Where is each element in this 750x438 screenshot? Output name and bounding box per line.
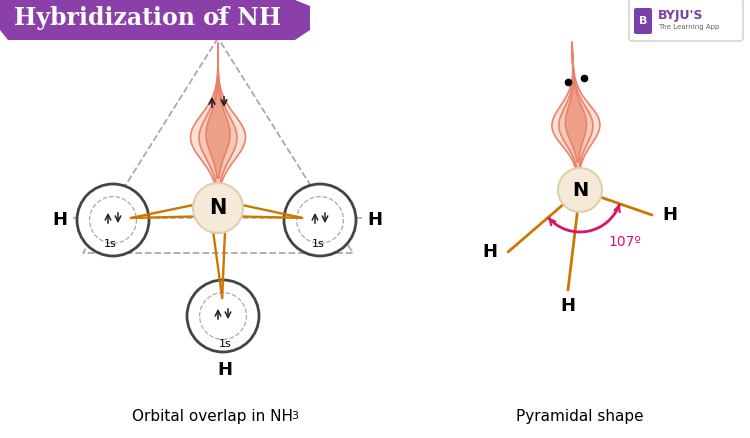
Text: 1s: 1s [312, 239, 324, 249]
Text: BYJU'S: BYJU'S [658, 10, 704, 22]
Text: H: H [53, 211, 68, 229]
Circle shape [187, 280, 259, 352]
Text: H: H [662, 206, 677, 224]
Polygon shape [206, 53, 230, 178]
Text: 1s: 1s [104, 239, 116, 249]
Text: 1s: 1s [219, 339, 231, 349]
Polygon shape [0, 0, 310, 40]
FancyBboxPatch shape [629, 0, 743, 41]
Text: H: H [560, 297, 575, 315]
Text: 107º: 107º [608, 235, 640, 249]
Circle shape [284, 184, 356, 256]
Text: N: N [209, 198, 226, 218]
Text: H: H [368, 211, 382, 229]
Polygon shape [566, 52, 586, 162]
Text: 3: 3 [216, 9, 226, 23]
Text: N: N [572, 180, 588, 199]
Polygon shape [199, 48, 237, 186]
Text: B: B [639, 16, 647, 26]
Text: H: H [482, 243, 497, 261]
Polygon shape [559, 47, 593, 168]
Circle shape [193, 183, 243, 233]
Text: Hybridization of NH: Hybridization of NH [14, 6, 281, 30]
FancyBboxPatch shape [634, 8, 652, 34]
Text: The Learning App: The Learning App [658, 24, 719, 30]
Circle shape [558, 168, 602, 212]
Text: Orbital overlap in NH: Orbital overlap in NH [133, 409, 293, 424]
Text: Pyramidal shape: Pyramidal shape [516, 409, 644, 424]
Circle shape [77, 184, 149, 256]
Polygon shape [552, 42, 600, 170]
Polygon shape [190, 43, 245, 188]
Text: 3: 3 [291, 411, 298, 421]
Text: H: H [217, 361, 232, 379]
